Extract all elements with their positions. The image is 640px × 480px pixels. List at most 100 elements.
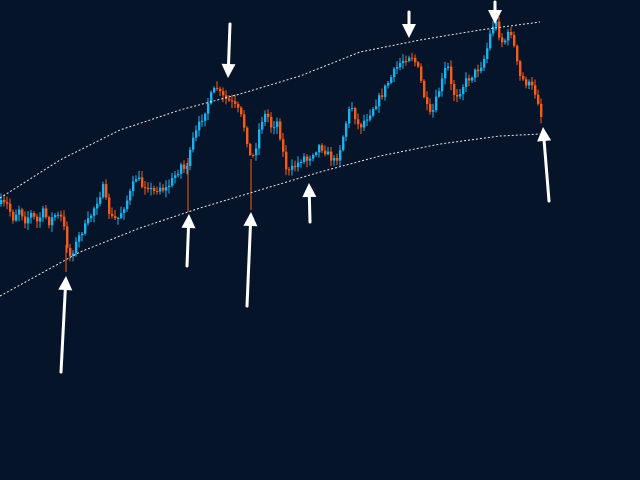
candle-body xyxy=(498,21,501,38)
candle xyxy=(474,68,477,83)
candle xyxy=(57,211,60,219)
candle-body xyxy=(510,31,513,35)
candle xyxy=(483,55,486,71)
candle xyxy=(15,209,18,222)
candle xyxy=(144,181,147,195)
candle xyxy=(438,87,441,98)
candle-body xyxy=(228,98,231,101)
candle xyxy=(18,205,21,222)
candle-body xyxy=(345,123,348,137)
candle-body xyxy=(60,214,63,217)
candle-body xyxy=(135,179,138,182)
candle-body xyxy=(156,191,159,193)
candle xyxy=(24,211,27,229)
candle-body xyxy=(303,156,306,162)
candle xyxy=(345,121,348,142)
candle xyxy=(306,154,309,168)
candle xyxy=(156,186,159,195)
candle xyxy=(312,153,315,162)
candle-body xyxy=(90,215,93,219)
arrow-shaft xyxy=(307,195,312,224)
candle xyxy=(108,193,111,220)
candle xyxy=(84,219,87,236)
candle-body xyxy=(342,136,345,151)
candle xyxy=(270,112,273,133)
candle xyxy=(501,33,504,48)
candle xyxy=(417,60,420,68)
candle-body xyxy=(306,156,309,161)
candle xyxy=(189,146,192,171)
arrow-shaft xyxy=(245,224,252,308)
candle xyxy=(540,98,543,124)
candle-body xyxy=(318,145,321,153)
candle-body xyxy=(195,130,198,138)
arrow-head xyxy=(537,127,552,142)
candle-body xyxy=(66,226,69,248)
candle xyxy=(48,215,51,229)
candle xyxy=(429,98,432,115)
candle xyxy=(96,197,99,215)
candle-body xyxy=(204,113,207,121)
candle xyxy=(426,91,429,111)
candle xyxy=(468,74,471,87)
candle-body xyxy=(72,253,75,257)
candle xyxy=(441,72,444,97)
candle-body xyxy=(117,217,120,219)
candle-body xyxy=(504,40,507,43)
candle xyxy=(243,110,246,132)
candle-body xyxy=(372,109,375,116)
candle xyxy=(405,55,408,66)
candle xyxy=(387,80,390,89)
candle xyxy=(135,175,138,183)
candle xyxy=(183,160,186,173)
candle xyxy=(213,86,216,94)
candle xyxy=(165,180,168,198)
candle xyxy=(402,54,405,69)
candle-body xyxy=(75,241,78,254)
candle-body xyxy=(492,26,495,34)
candle xyxy=(153,185,156,195)
arrow-shaft xyxy=(59,288,67,374)
candle xyxy=(0,193,3,207)
candle-body xyxy=(12,211,15,221)
candle xyxy=(366,113,369,127)
candle-body xyxy=(69,247,72,257)
candle xyxy=(393,67,396,82)
candle xyxy=(519,59,522,81)
candle-body xyxy=(258,129,261,149)
candle-body xyxy=(186,166,189,169)
candle-body xyxy=(36,216,39,222)
candle-body xyxy=(414,57,417,63)
candle xyxy=(267,109,270,123)
candle xyxy=(375,99,378,111)
candle-body xyxy=(234,101,237,104)
candle xyxy=(450,60,453,91)
candle-body xyxy=(81,233,84,236)
candle-body xyxy=(171,177,174,186)
candle xyxy=(105,179,108,200)
candle xyxy=(333,155,336,166)
candle-body xyxy=(501,37,504,43)
candle-body xyxy=(123,209,126,214)
candle-body xyxy=(288,169,291,171)
candle xyxy=(453,80,456,102)
candle-body xyxy=(399,63,402,68)
candle xyxy=(39,212,42,228)
candle-body xyxy=(312,155,315,159)
candle-body xyxy=(246,127,249,144)
candle xyxy=(261,116,264,134)
candle xyxy=(81,232,84,242)
candle xyxy=(51,212,54,232)
candle xyxy=(219,86,222,97)
candle-body xyxy=(168,185,171,188)
candle xyxy=(471,76,474,83)
candle-body xyxy=(54,215,57,218)
candle-body xyxy=(366,119,369,121)
candle xyxy=(522,72,525,81)
candle xyxy=(357,113,360,130)
candle xyxy=(123,207,126,220)
candle xyxy=(414,54,417,67)
candle-body xyxy=(216,87,219,89)
candle-body xyxy=(126,200,129,210)
